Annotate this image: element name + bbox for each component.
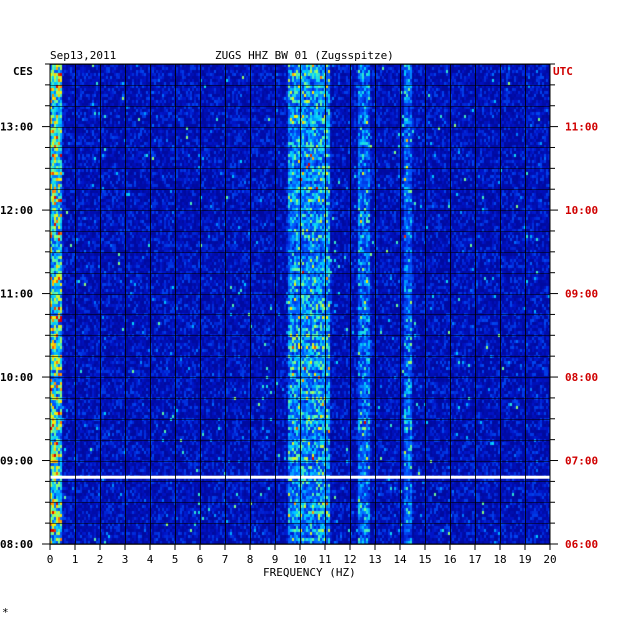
x-tick-label: 2 xyxy=(97,553,104,566)
x-tick-label: 12 xyxy=(343,553,356,566)
x-tick-label: 1 xyxy=(72,553,79,566)
x-tick-label: 15 xyxy=(418,553,431,566)
y-tick-label-local: 09:00 xyxy=(0,455,33,468)
y-tick-label-utc: 06:00 xyxy=(565,538,598,551)
spectrogram-plot-area xyxy=(49,63,551,545)
y-tick-label-local: 13:00 xyxy=(0,121,33,134)
left-axis-title: CES xyxy=(13,65,33,78)
x-tick-label: 20 xyxy=(543,553,556,566)
x-tick-label: 0 xyxy=(47,553,54,566)
x-tick-label: 17 xyxy=(468,553,481,566)
y-tick-label-utc: 07:00 xyxy=(565,455,598,468)
y-tick-label-utc: 10:00 xyxy=(565,204,598,217)
y-axis: 13:00 11:00 12:00 10:00 11:00 09:00 10:00 08:00… xyxy=(0,63,598,551)
x-axis-label: FREQUENCY (HZ) xyxy=(263,566,356,579)
x-tick-label: 19 xyxy=(518,553,531,566)
x-tick-label: 14 xyxy=(393,553,407,566)
x-tick-label: 8 xyxy=(247,553,254,566)
y-tick-label-local: 10:00 xyxy=(0,371,33,384)
y-tick-label-utc: 08:00 xyxy=(565,371,598,384)
x-tick-label: 9 xyxy=(272,553,279,566)
y-tick-label-utc: 11:00 xyxy=(565,121,598,134)
right-axis-title: UTC xyxy=(553,65,573,78)
y-tick-label-local: 08:00 xyxy=(0,538,33,551)
y-tick-label-utc: 09:00 xyxy=(565,288,598,301)
x-tick-label: 4 xyxy=(147,553,154,566)
x-tick-label: 3 xyxy=(122,553,129,566)
x-tick-label: 6 xyxy=(197,553,204,566)
x-axis: 0 1 2 3 4 5 6 7 8 9 10 11 12 13 14 15 16 17 18 19 20 xyxy=(47,544,557,566)
corner-mark: * xyxy=(2,606,9,619)
chart-title: ZUGS HHZ BW 01 (Zugsspitze) xyxy=(215,49,394,62)
date-label: Sep13,2011 xyxy=(50,49,116,62)
x-tick-label: 7 xyxy=(222,553,229,566)
x-tick-label: 5 xyxy=(172,553,179,566)
x-tick-label: 16 xyxy=(443,553,456,566)
x-tick-label: 18 xyxy=(493,553,506,566)
y-tick-label-local: 11:00 xyxy=(0,288,33,301)
x-tick-label: 13 xyxy=(368,553,381,566)
grid xyxy=(50,64,550,545)
x-tick-label: 11 xyxy=(318,553,331,566)
x-tick-label: 10 xyxy=(293,553,306,566)
y-tick-label-local: 12:00 xyxy=(0,204,33,217)
